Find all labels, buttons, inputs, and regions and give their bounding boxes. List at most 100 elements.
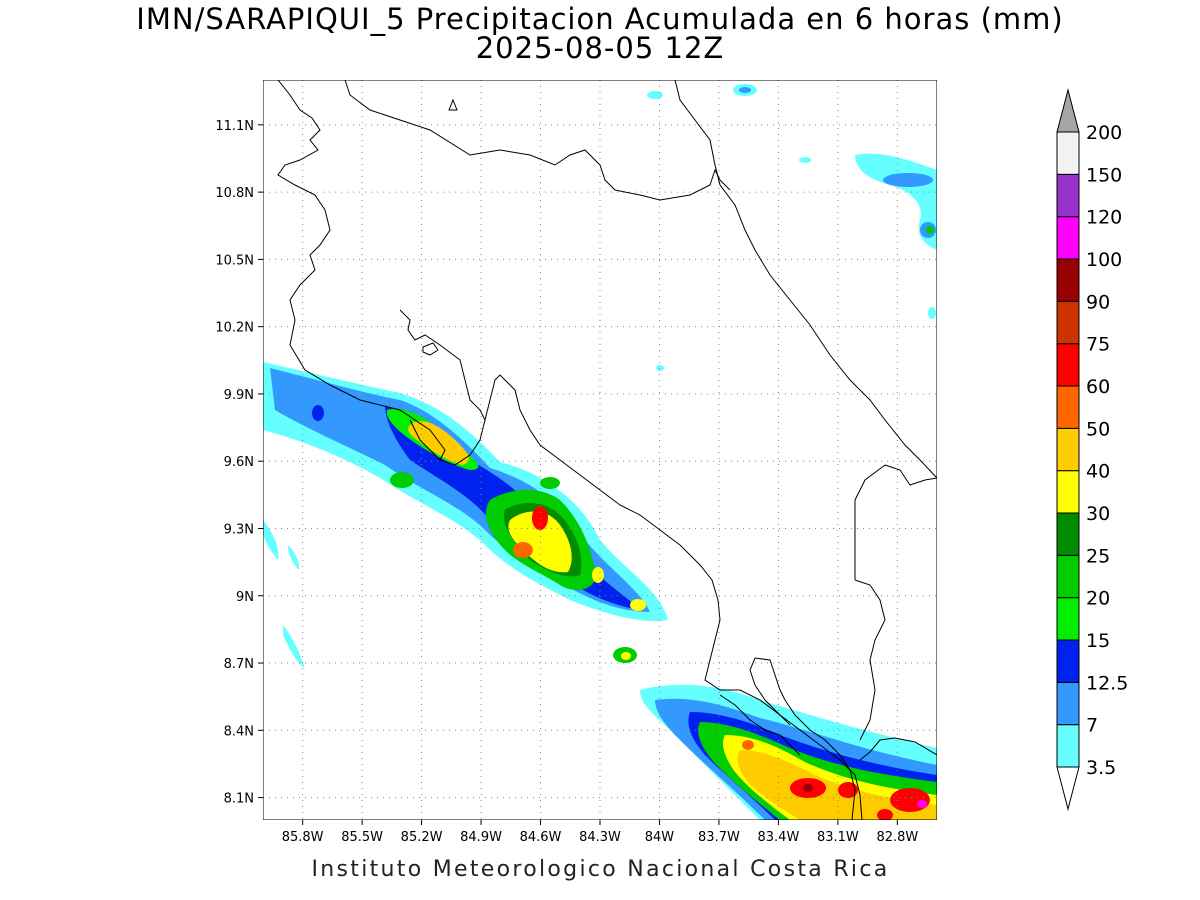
colorbar-label: 200 [1086, 122, 1122, 144]
lat-tick-label: 10.8N [215, 186, 254, 201]
chart-date: 2025-08-05 12Z [475, 31, 725, 65]
lon-tick-label: 83.4W [758, 830, 800, 845]
colorbar-swatch [1056, 554, 1080, 599]
precip-3.5-coastal [283, 625, 305, 668]
colorbar-swatch [1056, 639, 1080, 683]
lat-tick-label: 9.3N [224, 522, 254, 537]
colorbar-label: 100 [1086, 249, 1122, 271]
lon-tick-label: 84.9W [460, 830, 502, 845]
precip-7-ne-3 [739, 87, 751, 93]
colorbar-lower-arrow [1056, 766, 1080, 811]
precip-3.5-ne-6 [656, 365, 664, 371]
colorbar-label: 120 [1086, 207, 1122, 229]
precip-40-se [737, 750, 937, 820]
colorbar: 3.5 7 12.5 15 20 25 30 40 50 60 75 90 100 120 150 200 [1056, 88, 1128, 811]
colorbar-label: 15 [1086, 630, 1110, 652]
colorbar-label: 40 [1086, 461, 1110, 483]
coastlines [277, 80, 937, 820]
precip-3.5-coastal-2 [263, 520, 279, 560]
lat-tick-label: 8.7N [224, 657, 254, 672]
colorbar-swatch [1056, 173, 1080, 218]
lon-tick-label: 85.8W [282, 830, 324, 845]
lat-tick-label: 8.1N [224, 792, 254, 807]
colorbar-swatch [1056, 300, 1080, 345]
costa-rica-panama-border [749, 657, 856, 820]
precip-band-southeast [640, 684, 937, 820]
lon-tick-label: 83.7W [698, 830, 740, 845]
colorbar-label: 25 [1086, 545, 1110, 567]
lon-tick-label: 84.3W [579, 830, 621, 845]
panama-inland-2 [854, 579, 886, 741]
precip-30-nw-4 [621, 652, 631, 660]
lat-tick-label: 8.4N [224, 724, 254, 739]
lon-tick-label: 82.8W [876, 830, 918, 845]
lat-tick-label: 11.1N [215, 119, 254, 134]
colorbar-label: 60 [1086, 376, 1110, 398]
map-area [263, 80, 937, 820]
colorbar-label: 90 [1086, 291, 1110, 313]
precip-60-se-2 [838, 782, 858, 798]
lon-tick-label: 84.6W [520, 830, 562, 845]
precip-3.5-ne-5 [928, 307, 936, 319]
precip-90-se-1 [803, 784, 813, 792]
colorbar-label: 3.5 [1086, 757, 1116, 779]
precip-50-se-2 [742, 740, 754, 750]
precip-20-ne-1 [926, 226, 934, 234]
chart-title: IMN/SARAPIQUI_5 Precipitacion Acumulada … [136, 2, 1064, 36]
colorbar-label: 75 [1086, 334, 1110, 356]
nicoya-peninsula [399, 309, 863, 820]
colorbar-label: 150 [1086, 164, 1122, 186]
lat-tick-label: 10.5N [215, 253, 254, 268]
lat-tick-label: 9.9N [224, 388, 254, 403]
precip-15-nw-5 [312, 405, 324, 421]
nicoya-gulf [409, 419, 486, 466]
precip-60-nw-1 [532, 506, 548, 530]
precip-northeast [647, 84, 937, 371]
island-2 [448, 98, 458, 111]
lon-tick-label: 85.5W [341, 830, 383, 845]
nicaragua-coast [277, 80, 446, 461]
precip-60-se-3 [890, 788, 930, 812]
lat-tick-label: 9.6N [224, 455, 254, 470]
lat-axis: 11.1N 10.8N 10.5N 10.2N 9.9N 9.6N 9.3N 9N 8.7N 8.… [215, 119, 263, 807]
colorbar-label: 7 [1086, 715, 1098, 737]
colorbar-swatch [1056, 724, 1080, 768]
lat-tick-label: 9N [236, 590, 254, 605]
precip-30-nw [508, 511, 572, 573]
precip-30-nw-3 [630, 599, 646, 611]
panama-inland [854, 464, 937, 580]
colorbar-label: 30 [1086, 503, 1110, 525]
colorbar-swatch [1056, 343, 1080, 387]
island-1 [422, 342, 439, 356]
precip-50-nw-1 [513, 542, 533, 558]
colorbar-label: 20 [1086, 588, 1110, 610]
colorbar-swatch [1056, 427, 1080, 472]
lake-nicaragua-shore [344, 80, 731, 201]
colorbar-swatch [1056, 385, 1080, 429]
osa-peninsula [719, 694, 801, 756]
precip-3.5-coastal-3 [288, 545, 300, 570]
precip-120-se-1 [917, 800, 927, 808]
lon-tick-label: 83.1W [817, 830, 859, 845]
precip-3.5-ne-3 [647, 91, 663, 99]
precip-40-nw [408, 420, 469, 465]
colorbar-swatch [1056, 258, 1080, 302]
colorbar-swatch [1056, 470, 1080, 514]
panama-coast [859, 737, 937, 761]
precip-band-northwest [263, 362, 668, 668]
colorbar-upper-arrow [1056, 88, 1080, 133]
lon-axis: 85.8W 85.5W 85.2W 84.9W 84.6W 84.3W 84W 83.7W 83… [282, 820, 918, 845]
colorbar-swatch [1056, 597, 1080, 641]
footer-credit: Instituto Meteorologico Nacional Costa R… [311, 857, 890, 882]
colorbar-label: 12.5 [1086, 672, 1128, 694]
precip-30-nw-2 [592, 567, 604, 583]
lat-tick-label: 10.2N [215, 321, 254, 336]
precip-7-ne-1 [883, 173, 933, 187]
colorbar-swatch [1056, 681, 1080, 726]
caribbean-coast [674, 80, 937, 479]
lon-tick-label: 85.2W [401, 830, 443, 845]
precip-20-nw-3 [390, 472, 414, 488]
colorbar-label: 50 [1086, 418, 1110, 440]
precip-60-se-4 [877, 809, 893, 820]
